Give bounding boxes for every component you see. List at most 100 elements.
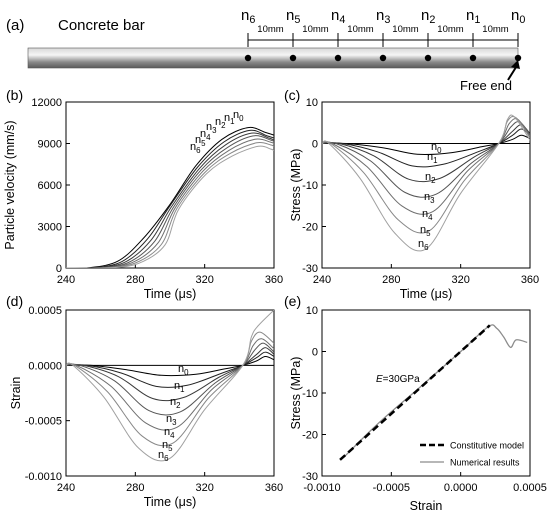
y-tick-label: 0: [56, 263, 62, 275]
series-label-n4: n4: [164, 426, 175, 440]
y-tick-label: 6000: [38, 180, 62, 192]
node-dot: [469, 54, 477, 62]
series-label-n3: n3: [424, 191, 435, 205]
y-tick-label: -20: [302, 222, 318, 234]
x-tick-label: 360: [265, 274, 283, 286]
node-label: n2: [421, 7, 435, 26]
series-line-n4: [322, 118, 530, 215]
y-tick-label: 0.0000: [28, 360, 62, 372]
series-line-n3: [66, 135, 274, 268]
spacing-label: 10mm: [257, 24, 283, 35]
y-axis-label: Stress (MPa): [289, 149, 303, 222]
x-tick-label: 320: [195, 482, 213, 494]
x-tick-label: -0.0005: [373, 482, 410, 494]
legend-label: Constitutive model: [450, 441, 524, 451]
spacing-label: 10mm: [392, 24, 418, 35]
series-label-n0: n0: [178, 363, 189, 377]
series-label-n5: n5: [420, 224, 431, 238]
plot-frame: [65, 309, 275, 477]
series-label-n3: n3: [166, 413, 177, 427]
y-tick-label: 0.0005: [28, 305, 62, 317]
series-label-n4: n4: [422, 208, 433, 222]
spacing-label: 10mm: [482, 24, 508, 35]
legend-label: Numerical results: [450, 458, 520, 468]
chart-panel-3: (d) 240 280 320 360 -0.0010 -0.0005 0.0000 0.000…: [6, 293, 283, 509]
panel-tag: (e): [284, 293, 301, 309]
free-end-arrowhead: [511, 60, 520, 69]
series-label-n6: n6: [418, 238, 429, 252]
y-axis-label: Strain: [9, 377, 23, 410]
plot-frame: [65, 101, 275, 269]
series-line-constitutive: [339, 324, 491, 461]
series-line-n0: [322, 134, 530, 156]
y-tick-label: -0.0005: [25, 416, 62, 428]
y-tick-label: -30: [302, 471, 318, 483]
series-line-n0: [66, 126, 274, 268]
series-label-n4: n4: [200, 128, 211, 142]
x-tick-label: 240: [57, 482, 75, 494]
panel-a-tag: (a): [6, 17, 24, 34]
series-label-n6: n6: [158, 449, 169, 463]
node-dot: [244, 54, 252, 62]
series-line-n1: [322, 128, 530, 168]
series-line-n5: [66, 331, 274, 447]
series-label-n1: n1: [224, 112, 235, 126]
node-dot: [289, 54, 297, 62]
free-end-label: Free end: [460, 78, 512, 93]
panel-tag: (b): [6, 87, 23, 103]
y-tick-label: -10: [302, 180, 318, 192]
x-tick-label: 0.0000: [444, 482, 478, 494]
series-label-n0: n0: [233, 109, 244, 123]
y-tick-label: 9000: [38, 139, 62, 151]
y-tick-label: 12000: [31, 97, 62, 109]
node-label: n3: [376, 7, 390, 26]
y-tick-label: 10: [306, 305, 318, 317]
node-label: n5: [286, 7, 300, 26]
series-line-n3: [322, 121, 530, 198]
spacing-label: 10mm: [302, 24, 328, 35]
series-group: [66, 126, 274, 268]
series-line-n6: [66, 145, 274, 268]
x-tick-label: 360: [265, 482, 283, 494]
x-tick-label: 280: [126, 482, 144, 494]
x-tick-label: 240: [313, 274, 331, 286]
x-axis-label: Strain: [410, 499, 443, 513]
x-tick-label: 320: [195, 274, 213, 286]
series-label-n2: n2: [215, 116, 226, 130]
panel-tag: (c): [284, 87, 300, 103]
chart-panels: (b) 240 280 320 360 0 3000 6000 9000 12000 Time (μ…: [3, 87, 547, 513]
series-label-n2: n2: [425, 171, 436, 185]
y-axis-label: Particle velocity (mm/s): [3, 120, 17, 249]
modulus-annotation: E=30GPa: [376, 374, 420, 385]
y-tick-label: 0: [312, 139, 318, 151]
bar-title: Concrete bar: [58, 17, 145, 34]
legend: Constitutive model Numerical results: [420, 441, 524, 468]
series-group: [339, 324, 528, 461]
plot-frame: [321, 309, 531, 477]
y-tick-label: -0.0010: [25, 471, 62, 483]
series-line-n0: [66, 356, 274, 377]
x-tick-label: 360: [521, 274, 539, 286]
spacing-label: 10mm: [347, 24, 373, 35]
series-group: [322, 114, 530, 252]
x-axis-label: Time (μs): [144, 495, 197, 509]
series-label-n3: n3: [206, 121, 217, 135]
series-label-n1: n1: [174, 380, 185, 394]
node-dot: [424, 54, 432, 62]
x-tick-label: 280: [126, 274, 144, 286]
series-line-n1: [66, 129, 274, 268]
series-label-n2: n2: [170, 396, 181, 410]
series-line-n2: [66, 132, 274, 268]
y-tick-label: 10: [306, 97, 318, 109]
x-tick-label: -0.0010: [303, 482, 340, 494]
panel-tag: (d): [6, 293, 23, 309]
node-label: n6: [241, 7, 255, 26]
node-dot: [334, 54, 342, 62]
series-line-n2: [322, 124, 530, 183]
series-line-numerical: [343, 324, 528, 458]
series-line-n4: [66, 338, 274, 431]
